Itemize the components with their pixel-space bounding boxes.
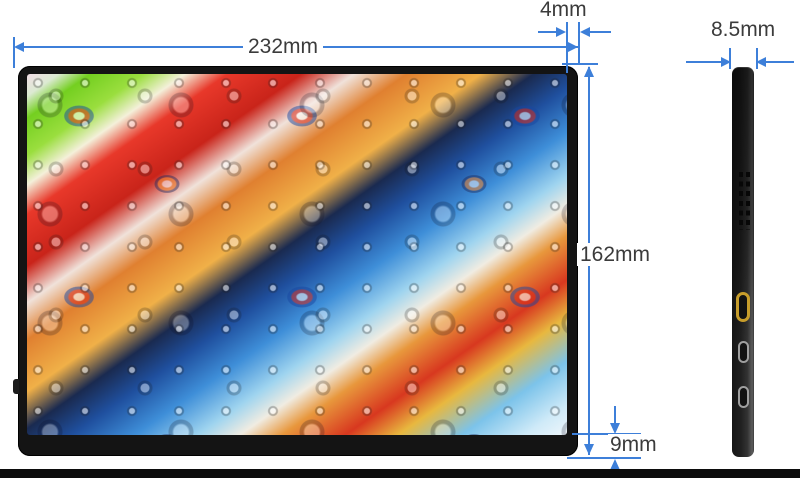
vent-grid (739, 172, 752, 230)
arrowhead-right-icon (556, 27, 566, 37)
monitor-side-view (732, 67, 754, 457)
thickness-leader-line-right (766, 61, 794, 63)
width-dimension-label: 232mm (243, 35, 324, 58)
bottom-bezel-extension-line-bottom (567, 457, 641, 459)
arrowhead-up-icon (584, 66, 594, 77)
width-extension-line-left (13, 37, 15, 68)
arrowhead-left-icon (14, 42, 24, 52)
arrowhead-right-icon (568, 42, 578, 52)
arrowhead-down-icon (584, 444, 594, 455)
panel-edge-extension-line (578, 22, 580, 65)
arrowhead-left-icon (756, 57, 766, 67)
thickness-extension-tick-left (729, 48, 731, 69)
right-bezel-leader-line-right (590, 31, 611, 33)
bottom-divider-bar (0, 469, 800, 478)
vent-column-right (746, 172, 750, 230)
arrowhead-left-icon (580, 27, 590, 37)
right-bezel-leader-line-left (538, 31, 557, 33)
usb-c-port-lower (738, 386, 749, 408)
right-bezel-dimension-label: 4mm (538, 0, 589, 21)
arrowhead-right-icon (721, 57, 731, 67)
power-button-nub (13, 379, 19, 394)
thickness-leader-line-left (686, 61, 722, 63)
monitor-front-view (13, 66, 578, 456)
thickness-dimension-label: 8.5mm (706, 18, 781, 41)
bottom-bezel-dimension-label: 9mm (608, 433, 659, 456)
vent-column-left (739, 172, 743, 230)
arrowhead-down-icon (610, 423, 620, 434)
height-dimension-label: 162mm (577, 243, 654, 266)
arrowhead-up-icon (610, 459, 620, 470)
monitor-screen-wallpaper (27, 74, 567, 435)
top-edge-extension-line (562, 63, 598, 65)
mini-hdmi-port (736, 292, 750, 322)
thickness-extension-tick-right (756, 48, 758, 69)
bottom-bezel-extension-line-top (572, 433, 641, 435)
bottom-bezel-leader-line-top (614, 406, 616, 424)
usb-c-port-upper (738, 341, 749, 363)
screen-edge-extension-line (566, 22, 568, 73)
